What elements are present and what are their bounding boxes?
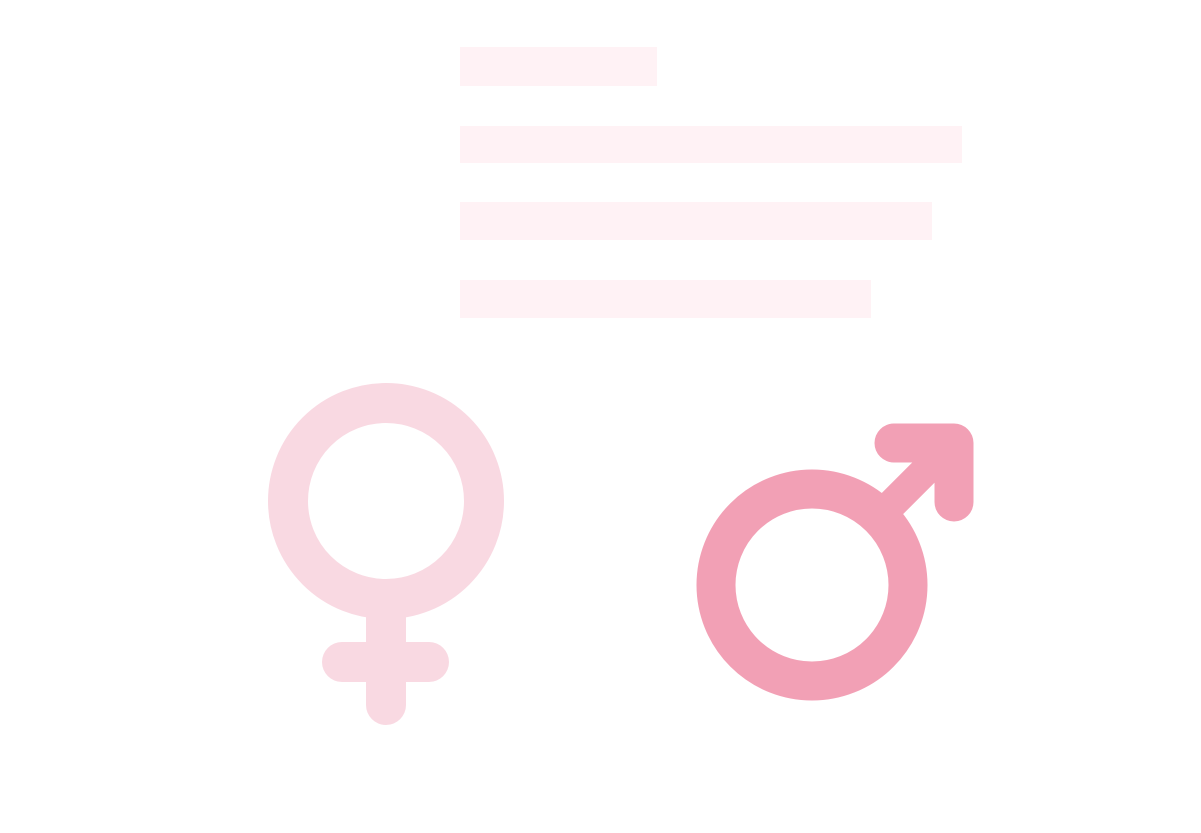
female-symbol <box>268 383 504 725</box>
placeholder-line <box>460 202 932 240</box>
male-shaft <box>855 441 955 541</box>
placeholder-line <box>460 280 871 318</box>
placeholder-line <box>460 47 657 86</box>
female-ring <box>268 383 504 619</box>
male-symbol <box>696 423 974 701</box>
placeholder-lines <box>460 47 962 318</box>
male-arrowhead <box>874 423 974 522</box>
placeholder-line <box>460 126 962 163</box>
male-ring <box>696 469 928 701</box>
